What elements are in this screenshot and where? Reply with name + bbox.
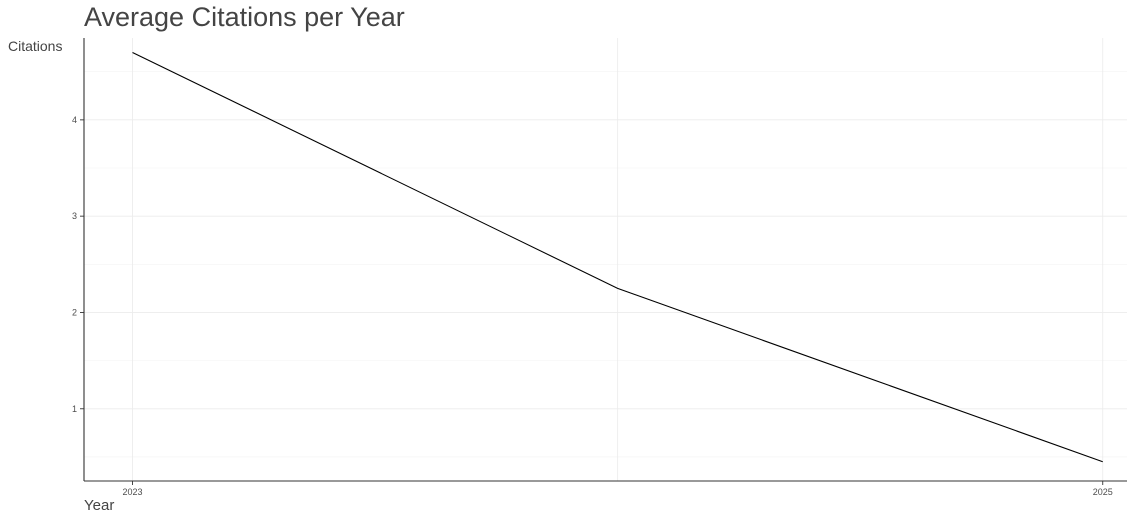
x-axis-label: Year (84, 497, 115, 514)
axes (80, 38, 1127, 485)
series-layer (132, 51, 1103, 463)
x-tick-label: 2023 (122, 487, 142, 497)
y-tick-label: 3 (72, 211, 77, 221)
y-axis-label: Citations (8, 38, 63, 54)
tick-labels: 1 2 3 4 2023 2025 (72, 115, 1113, 497)
chart-title: Average Citations per Year (84, 2, 405, 32)
grid-lines (84, 38, 1127, 481)
x-tick-label: 2025 (1093, 487, 1113, 497)
y-tick-label: 2 (72, 307, 77, 317)
y-tick-label: 4 (72, 115, 77, 125)
y-tick-label: 1 (72, 404, 77, 414)
